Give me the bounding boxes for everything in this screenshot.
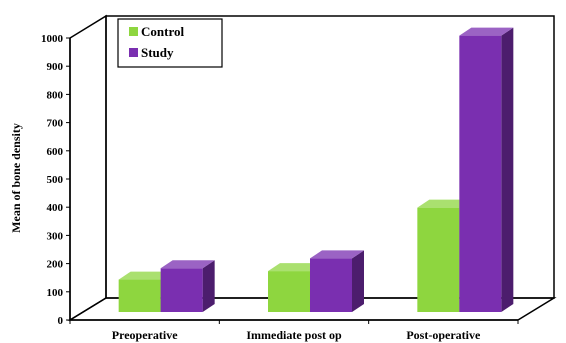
- y-tick-label: 1000: [41, 33, 64, 45]
- bar-study: [160, 260, 215, 312]
- bar-side: [501, 27, 514, 312]
- y-tick-label: 300: [47, 230, 64, 242]
- bar-front: [459, 35, 502, 312]
- y-tick-label: 700: [47, 118, 64, 130]
- bar-front: [268, 271, 310, 312]
- x-tick-label: Post-operative: [406, 328, 481, 342]
- legend-label-control: Control: [141, 24, 184, 39]
- bar-top: [459, 27, 514, 36]
- y-tick-label: 400: [47, 202, 64, 214]
- bar-front: [118, 279, 161, 312]
- bar-side: [202, 260, 215, 312]
- legend-box: [117, 18, 223, 68]
- y-tick-label: 900: [47, 61, 64, 73]
- bar-front: [417, 207, 460, 312]
- y-tick-label: 600: [47, 146, 64, 158]
- bar-front: [160, 268, 203, 312]
- legend-label-study: Study: [141, 45, 174, 60]
- bar-front: [310, 258, 352, 312]
- y-axis: 0 100 200 300 400 500 600 700 800 900 1000: [41, 33, 71, 327]
- back-left-wall: [69, 14, 107, 322]
- bar-top: [160, 260, 215, 269]
- bar-top: [310, 250, 364, 259]
- bar-top: [417, 199, 472, 208]
- bar-side: [352, 250, 364, 312]
- bar-top: [268, 263, 322, 272]
- bar-top: [118, 271, 173, 280]
- bar-study: [310, 250, 364, 312]
- x-tick-label: Preoperative: [112, 328, 178, 342]
- y-tick-label: 500: [47, 174, 64, 186]
- legend-swatch-control: [129, 27, 138, 36]
- x-tick-label: Immediate post op: [246, 328, 342, 342]
- y-tick-label: 100: [47, 287, 64, 299]
- legend: Control Study: [117, 18, 223, 68]
- bar-study: [459, 27, 514, 312]
- legend-swatch-study: [129, 48, 138, 57]
- bars: [118, 27, 514, 312]
- x-axis: Preoperative Immediate post op Post-operat…: [69, 319, 519, 342]
- y-axis-label: Mean of bone density: [9, 123, 23, 233]
- y-tick-label: 800: [47, 89, 64, 101]
- y-tick-label: 200: [47, 259, 64, 271]
- y-tick-label: 0: [58, 315, 64, 327]
